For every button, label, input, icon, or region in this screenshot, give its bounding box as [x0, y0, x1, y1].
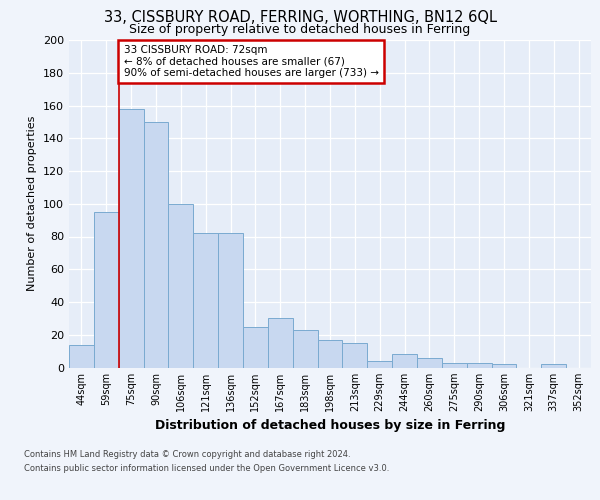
Bar [491, 364, 517, 368]
Bar [367, 361, 392, 368]
Bar [541, 364, 566, 368]
Bar [467, 362, 491, 368]
Bar [317, 340, 343, 367]
Bar [143, 122, 169, 368]
Bar [442, 362, 467, 368]
Bar [119, 109, 143, 368]
Text: 33 CISSBURY ROAD: 72sqm
← 8% of detached houses are smaller (67)
90% of semi-det: 33 CISSBURY ROAD: 72sqm ← 8% of detached… [124, 45, 379, 78]
Bar [293, 330, 317, 368]
Text: Contains HM Land Registry data © Crown copyright and database right 2024.: Contains HM Land Registry data © Crown c… [24, 450, 350, 459]
Bar [392, 354, 417, 368]
Bar [69, 344, 94, 368]
Text: 33, CISSBURY ROAD, FERRING, WORTHING, BN12 6QL: 33, CISSBURY ROAD, FERRING, WORTHING, BN… [104, 10, 497, 25]
Text: Contains public sector information licensed under the Open Government Licence v3: Contains public sector information licen… [24, 464, 389, 473]
Bar [94, 212, 119, 368]
Y-axis label: Number of detached properties: Number of detached properties [28, 116, 37, 292]
Bar [193, 233, 218, 368]
Bar [268, 318, 293, 368]
Bar [243, 326, 268, 368]
Bar [417, 358, 442, 368]
X-axis label: Distribution of detached houses by size in Ferring: Distribution of detached houses by size … [155, 420, 505, 432]
Text: Size of property relative to detached houses in Ferring: Size of property relative to detached ho… [130, 22, 470, 36]
Bar [169, 204, 193, 368]
Bar [218, 233, 243, 368]
Bar [343, 343, 367, 367]
